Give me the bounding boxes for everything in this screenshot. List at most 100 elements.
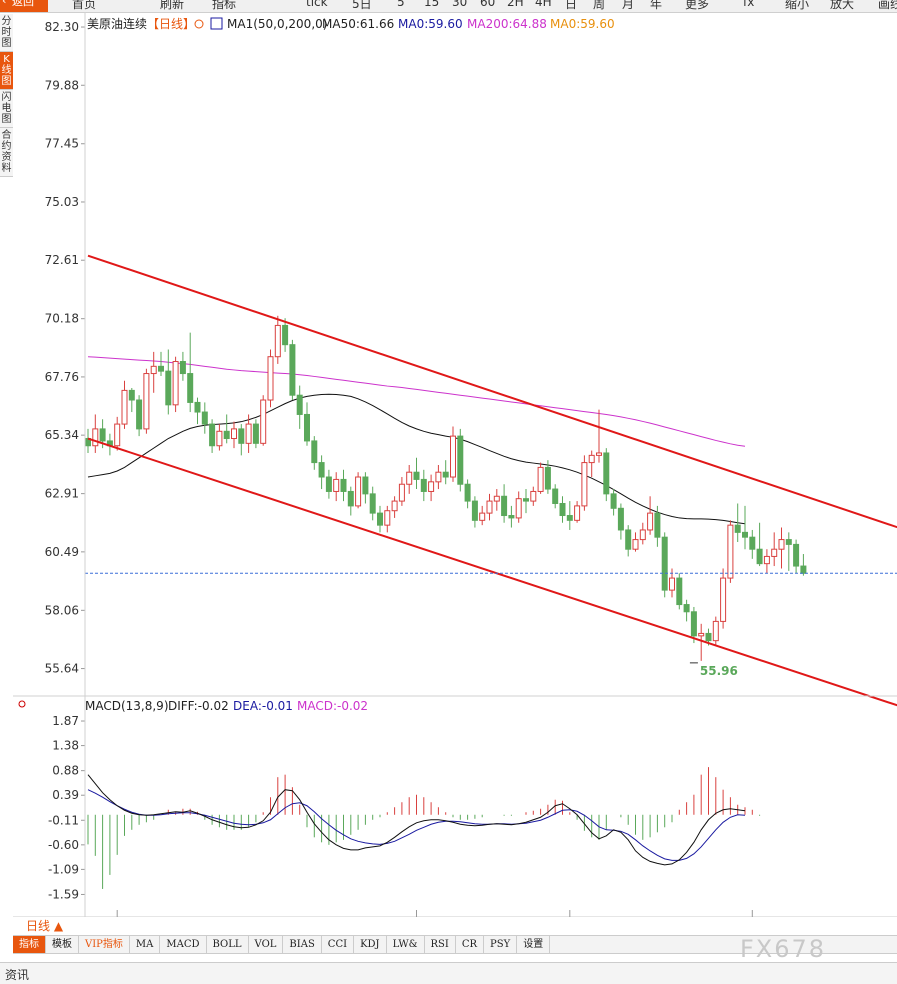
sidebar-tab-2[interactable]: 闪电图 [0,90,13,128]
candle-body [464,483,471,502]
toolbar-60m-button[interactable]: 60 [480,0,496,9]
candle-body [661,536,668,591]
candle-body [610,493,617,509]
indicator-tab-5[interactable]: BOLL [207,936,249,953]
toolbar-year-button[interactable]: 年 [650,0,663,11]
toolbar-30m-button[interactable]: 30 [452,0,468,9]
candle-body [793,543,800,567]
toolbar-zoom-in-button[interactable]: 放大 [830,0,855,11]
candle-body [727,524,734,579]
indicator-tab-13[interactable]: PSY [484,936,518,953]
candle-body [669,577,675,591]
candle-body [267,356,274,401]
price-tick-label: 62.91 [45,487,79,501]
toolbar-tick-button[interactable]: tick [306,0,328,9]
period-selector[interactable]: 日线 ▲ [13,917,83,935]
toolbar-draw-button[interactable]: 画线 [878,0,897,11]
candle-body [369,493,376,514]
indicator-tab-6[interactable]: VOL [249,936,284,953]
price-tick-label: 82.30 [45,20,79,34]
candle-body [325,476,332,492]
indicator-tab-10[interactable]: LW& [387,936,425,953]
fx678-watermark: FX678 [740,935,827,963]
macd-settings-icon [18,700,26,708]
candle-body [99,428,106,442]
candle-body [435,471,442,483]
sidebar-tab-3[interactable]: 合约资料 [0,128,13,177]
indicator-tab-0[interactable]: 指标 [13,936,46,953]
candle-body [158,365,164,372]
indicator-tab-4[interactable]: MACD [160,936,207,953]
candle-body [238,428,245,444]
macd-legend-diff: DIFF:-0.02 [168,699,229,713]
indicator-tab-9[interactable]: KDJ [354,936,387,953]
indicator-tab-7[interactable]: BIAS [283,936,322,953]
candle-body [632,539,639,550]
toolbar-refresh-button[interactable]: 刷新 [160,0,185,11]
candle-body [201,411,208,425]
ma200-line [87,356,746,447]
top-toolbar: ‹ 返回 首页 刷新 指标 tick 5日 5 15 30 60 2H 4H 日 周 月 年 更多 fx 缩小 放大… [0,0,897,13]
toolbar-fx-button[interactable]: fx [743,0,755,9]
candle-body [530,490,537,502]
macd-tick-label: -0.11 [48,813,79,827]
price-tick-label: 79.88 [45,78,79,92]
toolbar-month-button[interactable]: 月 [622,0,635,11]
indicator-tab-12[interactable]: CR [456,936,485,953]
candle-body [544,466,551,490]
toolbar-zoom-out-button[interactable]: 缩小 [785,0,810,11]
indicator-tab-3[interactable]: MA [130,936,161,953]
sidebar-tab-0[interactable]: 分时图 [0,14,13,52]
indicator-tab-1[interactable]: 模板 [46,936,79,953]
candle-body [749,536,756,550]
candle-body [720,577,727,622]
toolbar-week-button[interactable]: 周 [593,0,606,11]
candle-body [785,539,792,545]
candle-body [566,515,573,521]
candle-body [486,500,493,514]
toolbar-15m-button[interactable]: 15 [424,0,440,9]
toolbar-day-button[interactable]: 日 [565,0,578,11]
candle-body [209,423,216,447]
indicator-tab-14[interactable]: 设置 [517,936,551,953]
candle-body [676,577,683,606]
toolbar-5day-button[interactable]: 5日 [352,0,372,11]
back-button[interactable]: ‹ 返回 [0,0,48,12]
indicator-tab-11[interactable]: RSI [425,936,456,953]
toolbar-indicator-button[interactable]: 指标 [212,0,237,11]
news-tab[interactable]: 资讯 [5,968,30,982]
kline-chart[interactable]: 82.30 79.88 77.45 75.03 72.61 70.18 67.76 65.34… [0,12,897,917]
candle-body [698,632,705,637]
candle-body [347,490,354,507]
x-axis: 2025/072025/07/25 星期五2025/092025/102025/… [13,910,897,917]
candle-body [398,483,405,502]
indicator-tab-8[interactable]: CCI [322,936,355,953]
candle-body [150,365,157,375]
indicator-tab-2[interactable]: VIP指标 [79,936,130,953]
candle-body [172,361,179,406]
candle-body [282,324,289,346]
low-price-label: 55.96 [700,664,738,678]
candle-body [179,361,186,375]
toolbar-5m-button[interactable]: 5 [397,0,405,9]
candle-body [260,399,267,444]
candle-body [596,452,602,456]
candle-body [501,495,508,517]
candle-body [121,389,128,425]
toolbar-4h-button[interactable]: 4H [535,0,552,9]
candle-body [391,500,398,512]
toolbar-more-button[interactable]: 更多 [685,0,710,11]
candle-body [296,394,303,415]
macd-legend-name: MACD(13,8,9) [85,699,169,713]
toolbar-home-button[interactable]: 首页 [72,0,97,11]
candle-body [742,531,748,538]
toolbar-2h-button[interactable]: 2H [507,0,524,9]
price-tick-label: 65.34 [45,428,79,442]
candle-body [647,512,654,531]
diff-line [87,774,746,866]
macd-tick-label: -0.60 [48,838,79,852]
settings-icon [194,19,204,29]
candle-body [333,478,340,492]
